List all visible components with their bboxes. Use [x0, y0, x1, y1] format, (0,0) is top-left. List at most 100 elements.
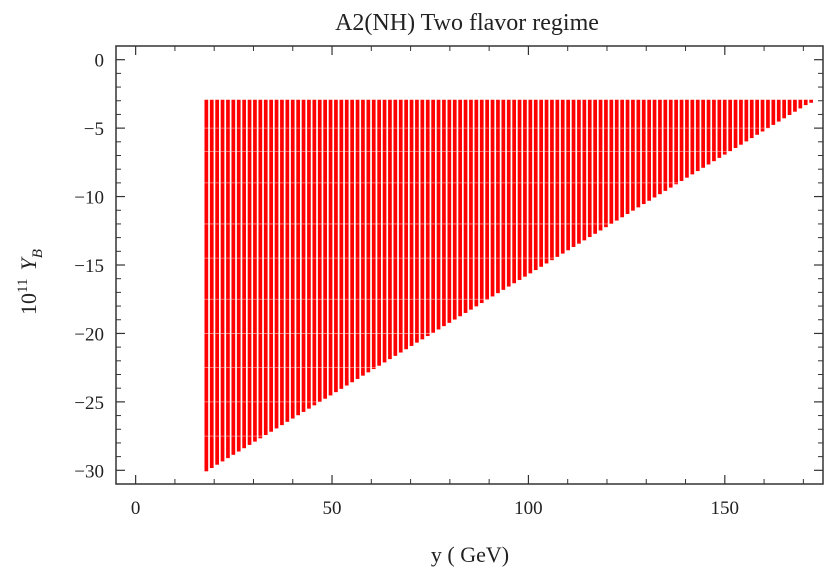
data-strip — [749, 99, 754, 139]
data-strip — [506, 99, 511, 287]
data-strip — [404, 99, 408, 350]
data-strip — [658, 99, 662, 195]
data-strip — [728, 99, 732, 152]
x-tick-label: 100 — [514, 498, 543, 519]
y-tick-label: −15 — [74, 256, 104, 277]
data-strip — [690, 99, 695, 175]
data-strip — [614, 99, 619, 221]
data-strip — [263, 99, 268, 436]
data-strip — [550, 99, 554, 261]
data-strip — [209, 99, 214, 469]
data-strip — [226, 99, 230, 459]
data-strip — [739, 99, 743, 145]
data-strip — [258, 99, 263, 439]
data-strip — [560, 99, 565, 254]
data-strip — [242, 99, 246, 449]
data-strip — [782, 99, 786, 119]
data-strip — [447, 99, 452, 323]
data-strip — [350, 99, 354, 383]
data-strip — [577, 99, 581, 244]
data-strip — [733, 99, 738, 148]
data-strip — [366, 99, 371, 373]
data-strip — [679, 99, 684, 181]
data-strip — [425, 99, 430, 337]
data-strip — [604, 99, 608, 228]
data-strip — [523, 99, 527, 277]
data-strip — [609, 99, 614, 224]
data-strip — [463, 99, 468, 313]
data-strip — [436, 99, 441, 330]
data-strip — [641, 99, 646, 205]
data-strip — [220, 99, 225, 462]
y-tick-label: −5 — [84, 119, 104, 140]
y-tick-label: −25 — [74, 393, 104, 414]
data-strip — [307, 99, 311, 409]
data-strip — [776, 99, 781, 122]
data-strip — [393, 99, 398, 356]
data-strip — [355, 99, 360, 379]
data-strip — [415, 99, 419, 343]
data-strip — [712, 99, 716, 162]
data-strip — [285, 99, 290, 422]
data-strip — [204, 99, 209, 472]
y-axis-label-variable: Y — [16, 255, 41, 270]
data-strip — [593, 99, 597, 234]
data-strip — [744, 99, 749, 142]
data-strip — [280, 99, 284, 426]
data-strip — [668, 99, 673, 188]
data-strip — [647, 99, 651, 201]
data-strip — [571, 99, 576, 247]
data-strip — [247, 99, 252, 445]
y-axis-label: 1011 YB — [15, 249, 46, 315]
data-strip — [636, 99, 641, 208]
data-strip — [296, 99, 300, 416]
data-strip — [301, 99, 306, 412]
data-strip — [215, 99, 219, 465]
data-strip — [317, 99, 322, 403]
data-strip — [398, 99, 403, 353]
y-tick-label: −20 — [74, 324, 104, 345]
data-strip — [685, 99, 689, 178]
data-strip — [517, 99, 522, 280]
data-strip — [490, 99, 495, 297]
data-strip — [253, 99, 257, 442]
data-strip — [652, 99, 657, 198]
data-strip — [312, 99, 317, 406]
data-strip — [442, 99, 446, 327]
data-strip — [231, 99, 236, 455]
data-strip — [290, 99, 295, 419]
data-strip — [695, 99, 700, 172]
data-strip — [344, 99, 349, 386]
x-tick-label: 0 — [131, 498, 141, 519]
data-strip — [798, 99, 803, 109]
data-strip — [474, 99, 479, 307]
y-axis: 0 −5 −10 −15 −20 −25 −30 — [74, 51, 823, 482]
data-strip — [512, 99, 516, 284]
x-axis-label: y ( GeV) — [431, 542, 509, 567]
data-strip — [555, 99, 560, 257]
data-strip — [496, 99, 500, 294]
data-strip — [625, 99, 630, 214]
data-strip — [274, 99, 279, 429]
data-strip — [701, 99, 705, 168]
data-strip — [328, 99, 333, 396]
data-strip — [382, 99, 387, 363]
data-strip — [803, 99, 808, 106]
data-strip — [377, 99, 381, 366]
y-tick-label: −30 — [74, 461, 104, 482]
svg-text:1011YB: 1011 YB — [15, 249, 46, 315]
data-strip — [809, 99, 813, 103]
y-tick-label: 0 — [95, 51, 105, 72]
y-axis-label-base: 10 — [16, 293, 41, 315]
y-axis-label-subscript: B — [30, 249, 46, 258]
data-strip — [388, 99, 392, 360]
data-strip — [479, 99, 484, 304]
data-strip — [755, 99, 759, 135]
data-strip — [771, 99, 776, 125]
data-strip — [236, 99, 241, 452]
data-strip — [371, 99, 376, 370]
data-strip — [766, 99, 770, 129]
data-strip — [582, 99, 587, 241]
data-strip — [674, 99, 678, 185]
data-strip — [787, 99, 792, 115]
